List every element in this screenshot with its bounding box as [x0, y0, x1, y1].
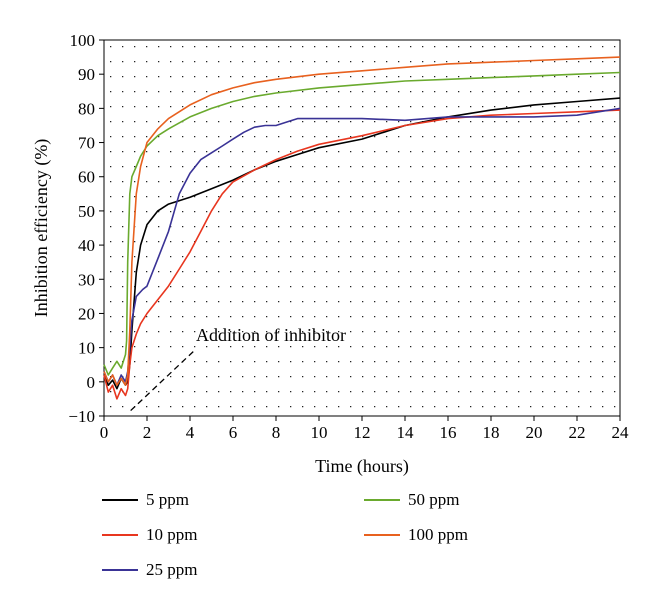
y-tick-label: 80	[78, 99, 95, 118]
annotation-text: Addition of inhibitor	[196, 325, 346, 345]
y-tick-label: 100	[70, 31, 96, 50]
legend-item-25ppm: 25 ppm	[102, 558, 197, 582]
x-tick-label: 22	[569, 423, 586, 442]
legend-swatch	[364, 499, 400, 501]
y-tick-label: 90	[78, 65, 95, 84]
y-tick-label: 50	[78, 202, 95, 221]
legend-label: 5 ppm	[146, 490, 189, 509]
x-tick-label: 18	[483, 423, 500, 442]
series-line-10-ppm	[103, 109, 621, 400]
legend-label: 10 ppm	[146, 525, 198, 544]
y-tick-label: 20	[78, 304, 95, 323]
legend-swatch	[102, 569, 138, 571]
x-tick-label: 20	[526, 423, 543, 442]
y-tick-label: 70	[78, 134, 95, 153]
x-tick-label: 8	[272, 423, 281, 442]
series-layer	[103, 56, 621, 400]
y-tick-label: 30	[78, 270, 95, 289]
y-tick-label: 10	[78, 339, 95, 358]
y-axis: −10 0 10 20 30 40 50 60 70 80 90 100	[68, 31, 104, 426]
legend-label: 50 ppm	[408, 490, 460, 509]
series-line-25-ppm	[103, 107, 621, 386]
legend-item-5ppm: 5 ppm	[102, 488, 189, 512]
legend-swatch	[364, 534, 400, 536]
annotation: Addition of inhibitor	[130, 325, 346, 412]
legend-label: 25 ppm	[146, 560, 198, 579]
series-line-50-ppm	[103, 71, 621, 376]
x-tick-label: 2	[143, 423, 152, 442]
x-tick-label: 12	[354, 423, 371, 442]
annotation-arrow	[130, 348, 197, 412]
x-tick-label: 24	[612, 423, 630, 442]
grid-dot-pattern	[110, 46, 616, 408]
x-tick-label: 10	[311, 423, 328, 442]
y-tick-label: 60	[78, 168, 95, 187]
x-tick-label: 6	[229, 423, 238, 442]
x-axis-title: Time (hours)	[315, 456, 409, 477]
y-tick-label: −10	[68, 407, 95, 426]
x-tick-label: 14	[397, 423, 415, 442]
series-line-100-ppm	[103, 56, 621, 386]
y-tick-label: 0	[87, 373, 96, 392]
plot-frame	[103, 39, 621, 417]
x-tick-label: 16	[440, 423, 457, 442]
legend-item-50ppm: 50 ppm	[364, 488, 459, 512]
grid-dots	[110, 46, 616, 408]
x-tick-label: 0	[100, 423, 109, 442]
legend-swatch	[102, 534, 138, 536]
x-tick-label: 4	[186, 423, 195, 442]
y-tick-label: 40	[78, 236, 95, 255]
legend: 5 ppm 10 ppm 25 ppm 50 ppm 100 ppm	[102, 488, 522, 588]
legend-item-10ppm: 10 ppm	[102, 523, 197, 547]
y-axis-title: Inhibition efficiency (%)	[31, 139, 52, 318]
legend-swatch	[102, 499, 138, 501]
series-line-5-ppm	[103, 97, 621, 390]
legend-item-100ppm: 100 ppm	[364, 523, 468, 547]
legend-label: 100 ppm	[408, 525, 468, 544]
x-axis: 0 2 4 6 8 10 12 14 16 18 20 22 24	[100, 416, 629, 442]
